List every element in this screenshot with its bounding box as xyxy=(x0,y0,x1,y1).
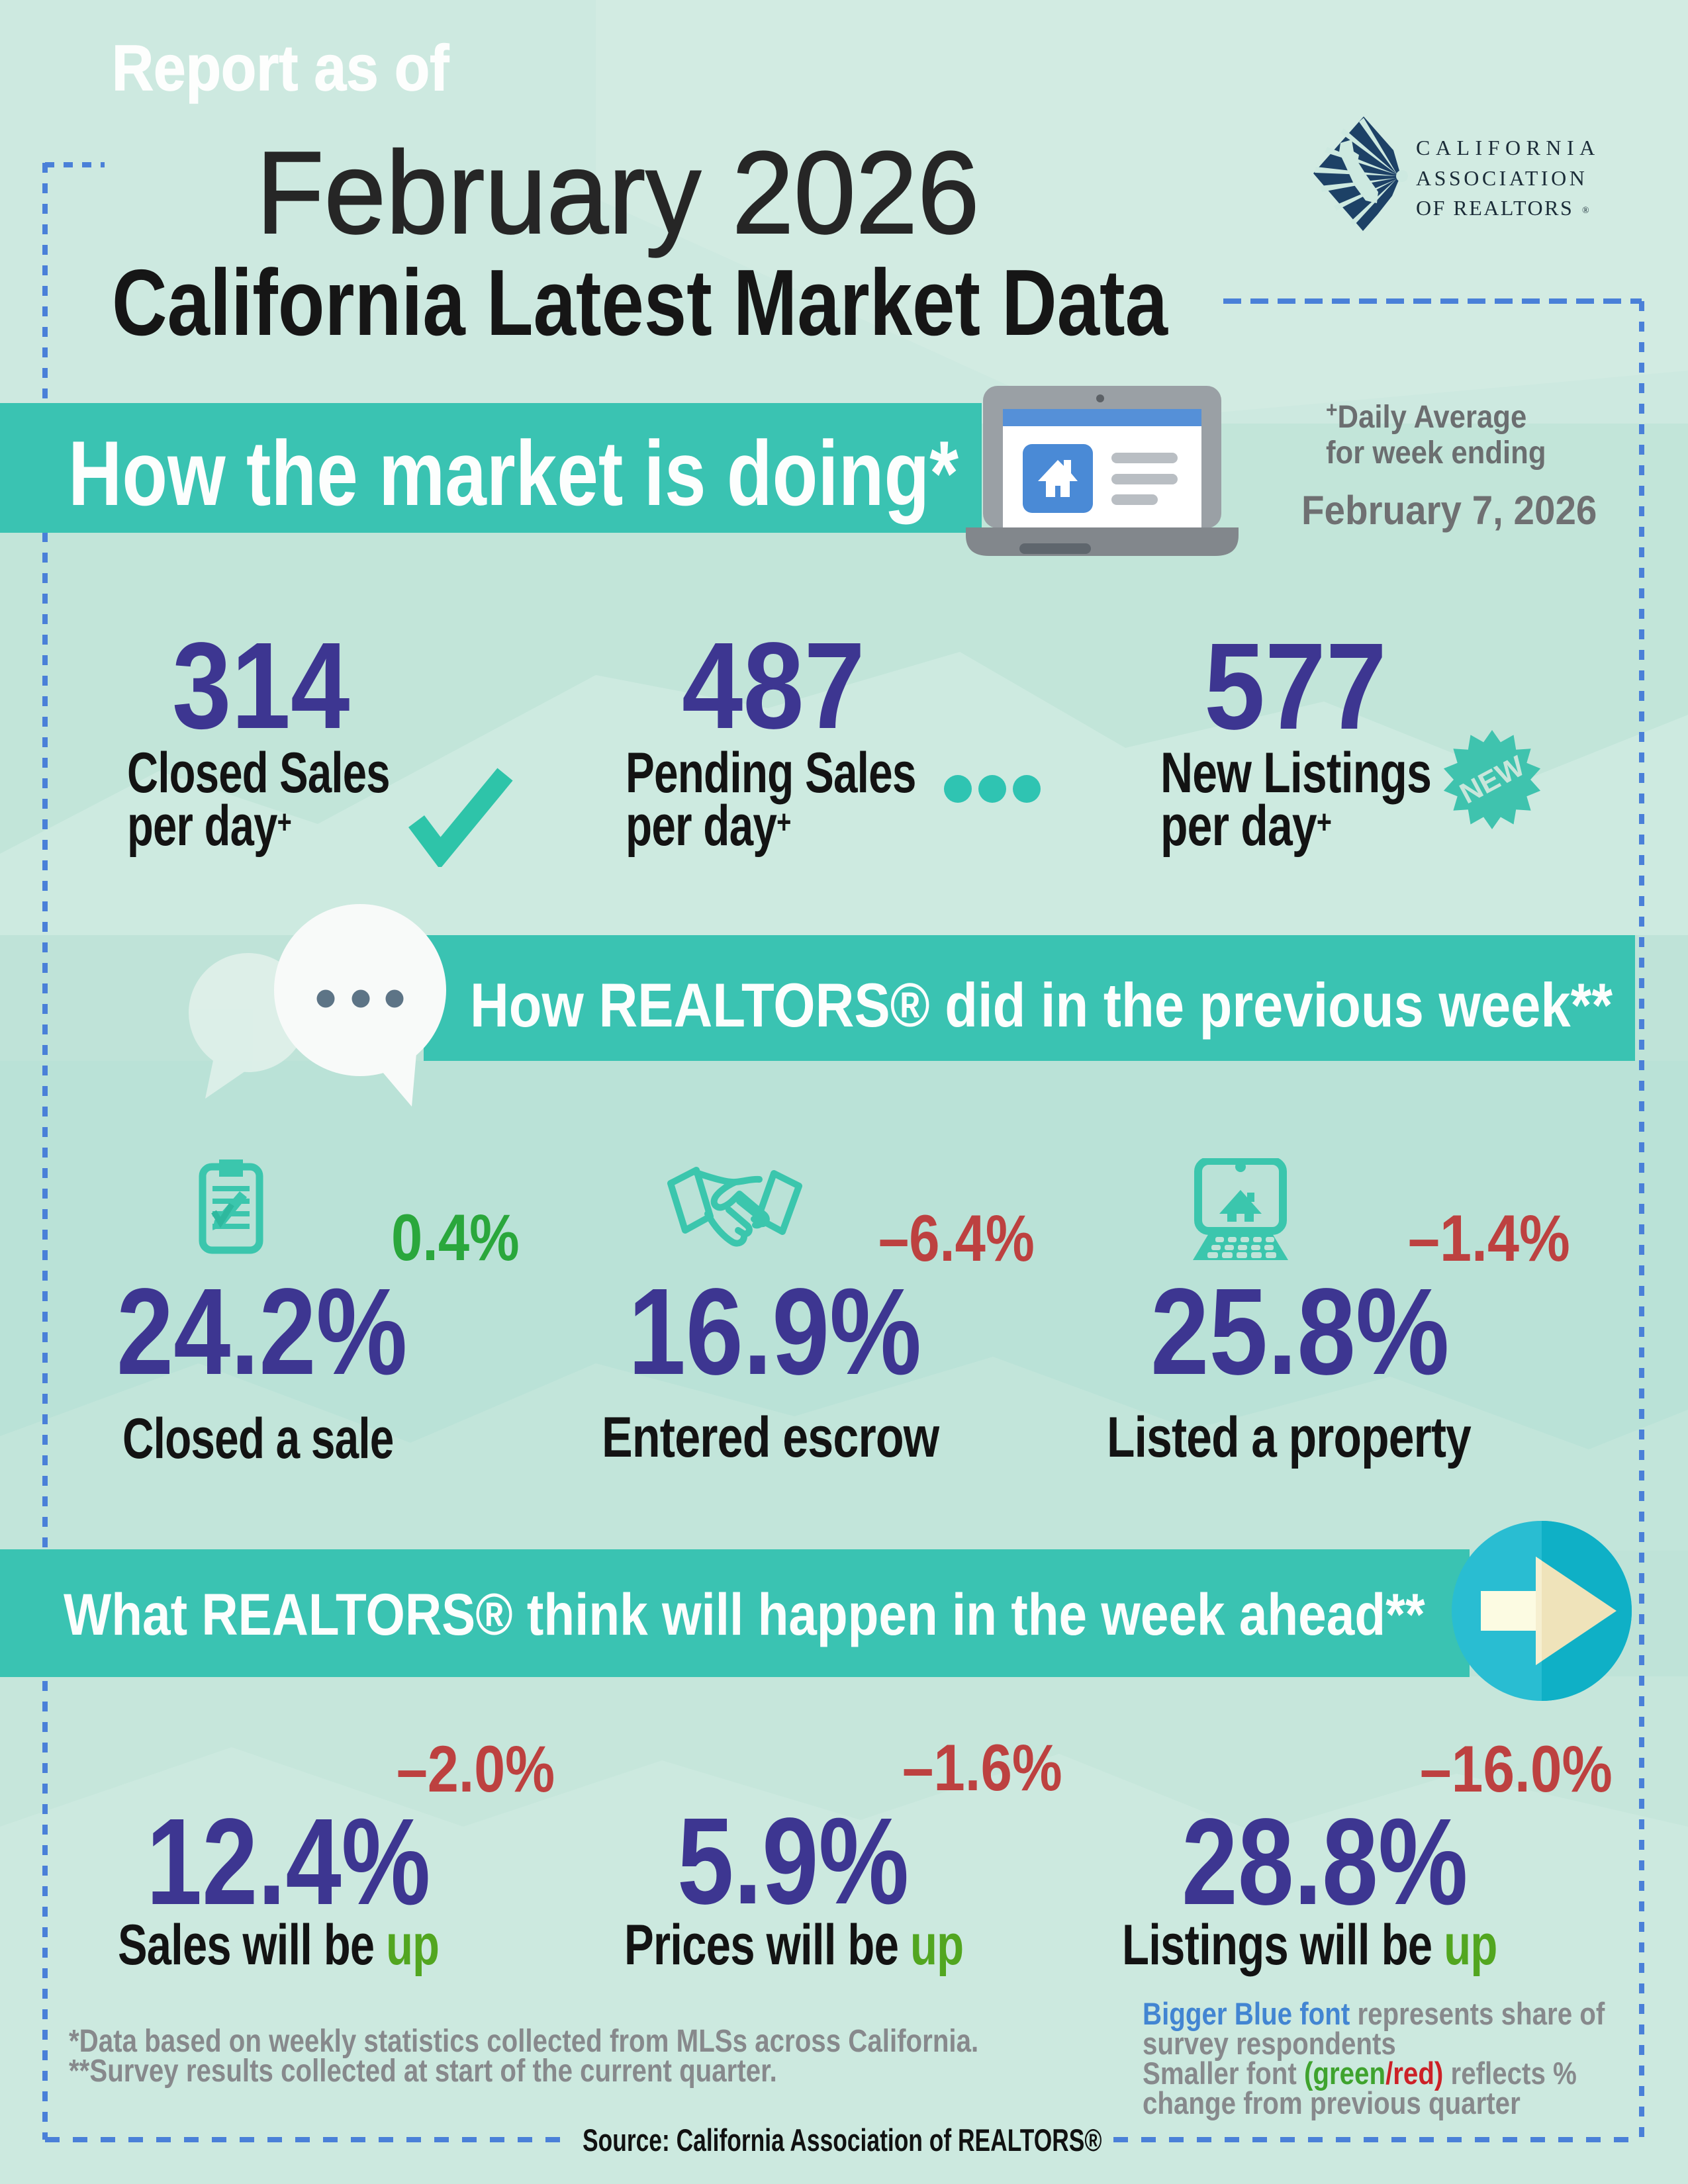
svg-text:ASSOCIATION: ASSOCIATION xyxy=(1416,166,1587,190)
svg-text:OF REALTORS: OF REALTORS xyxy=(1416,196,1573,220)
svg-text:®: ® xyxy=(1582,206,1589,216)
svg-text:CALIFORNIA: CALIFORNIA xyxy=(1416,136,1601,159)
